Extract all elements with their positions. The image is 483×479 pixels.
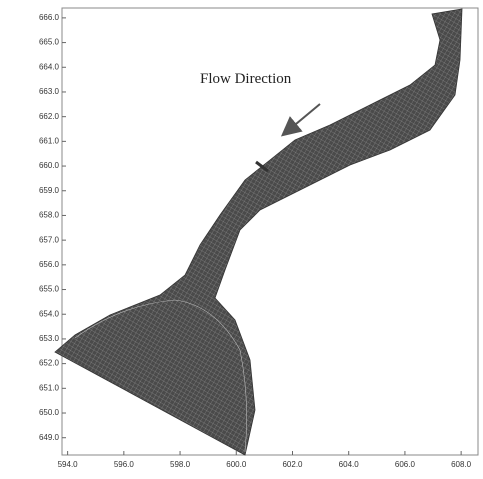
y-tick-label: 662.0 bbox=[39, 112, 60, 121]
y-tick-label: 653.0 bbox=[39, 334, 60, 343]
mesh-detail bbox=[74, 299, 247, 453]
y-tick-label: 666.0 bbox=[39, 13, 60, 22]
marker-bar bbox=[255, 160, 269, 173]
y-tick-label: 652.0 bbox=[39, 359, 60, 368]
river-mesh bbox=[54, 8, 463, 456]
x-tick-label: 606.0 bbox=[395, 460, 416, 469]
y-tick-label: 650.0 bbox=[39, 408, 60, 417]
y-tick-label: 665.0 bbox=[39, 38, 60, 47]
plot-frame bbox=[61, 7, 479, 456]
x-tick-label: 604.0 bbox=[339, 460, 360, 469]
flow-arrow bbox=[280, 103, 321, 137]
x-tick-label: 608.0 bbox=[451, 460, 472, 469]
y-tick-label: 654.0 bbox=[39, 309, 60, 318]
y-tick-label: 655.0 bbox=[39, 285, 60, 294]
x-tick-label: 596.0 bbox=[114, 460, 135, 469]
x-tick-label: 602.0 bbox=[282, 460, 303, 469]
y-tick-label: 661.0 bbox=[39, 136, 60, 145]
y-tick-label: 664.0 bbox=[39, 62, 60, 71]
y-tick-label: 656.0 bbox=[39, 260, 60, 269]
annotation: Flow Direction bbox=[200, 71, 292, 87]
y-tick-label: 658.0 bbox=[39, 211, 60, 220]
x-tick-label: 594.0 bbox=[58, 460, 79, 469]
y-tick-label: 660.0 bbox=[39, 161, 60, 170]
y-tick-label: 651.0 bbox=[39, 383, 60, 392]
y-tick-label: 649.0 bbox=[39, 433, 60, 442]
axes: 649.0 650.0 651.0 652.0 653.0 654.0 655.0 656.0… bbox=[39, 13, 472, 469]
y-tick-label: 657.0 bbox=[39, 235, 60, 244]
y-tick-label: 659.0 bbox=[39, 186, 60, 195]
x-tick-label: 600.0 bbox=[226, 460, 247, 469]
y-tick-label: 663.0 bbox=[39, 87, 60, 96]
x-tick-label: 598.0 bbox=[170, 460, 191, 469]
